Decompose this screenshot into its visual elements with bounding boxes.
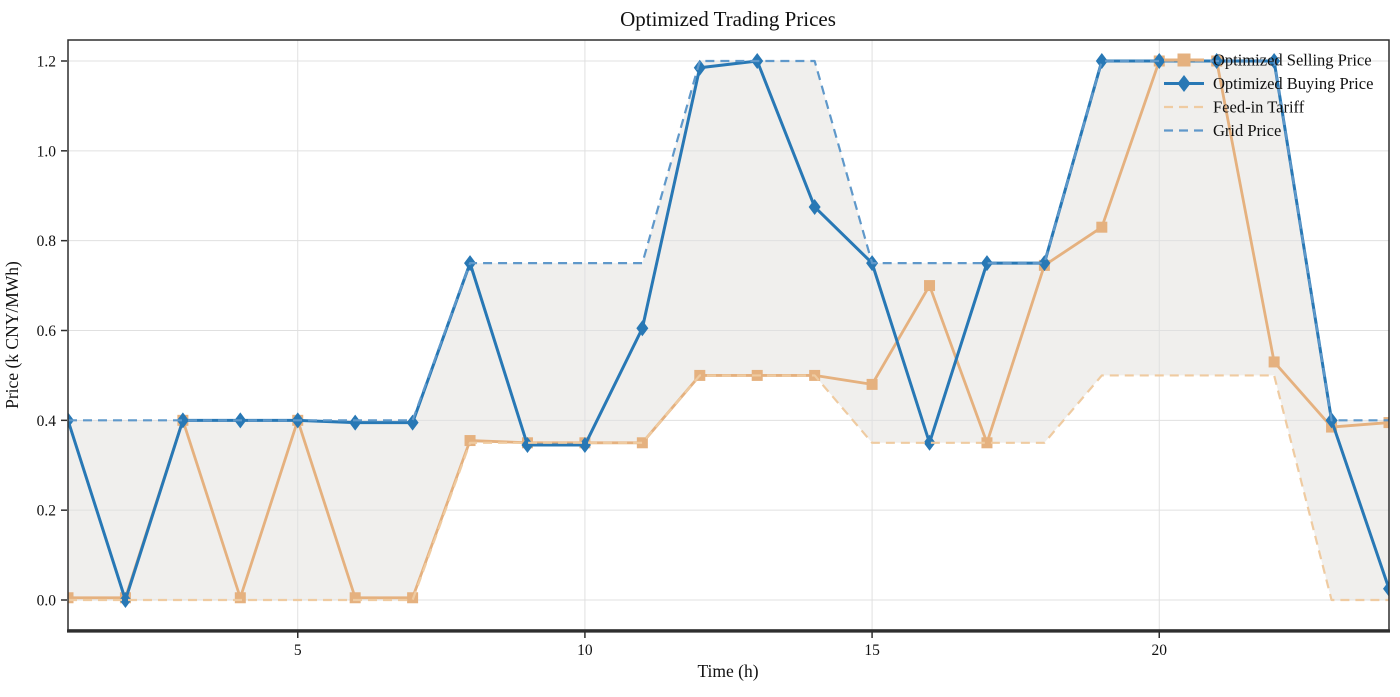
square-marker bbox=[1383, 417, 1389, 429]
diamond-marker bbox=[1153, 52, 1166, 69]
diamond-marker bbox=[1038, 255, 1051, 272]
diamond-marker bbox=[119, 592, 132, 608]
markers-optimized-buying-price bbox=[68, 52, 1389, 608]
square-marker bbox=[981, 437, 993, 449]
series-line-feed-in-tariff bbox=[68, 374, 1389, 602]
y-axis-label: Price (k CNY/MWh) bbox=[2, 261, 22, 409]
y-tick-label: 0.2 bbox=[37, 503, 56, 520]
square-marker bbox=[636, 437, 648, 449]
square-marker bbox=[924, 280, 936, 292]
diamond-marker bbox=[521, 437, 534, 454]
y-tick-label: 0.4 bbox=[37, 413, 57, 430]
diamond-marker bbox=[923, 434, 936, 451]
diamond-marker bbox=[349, 414, 362, 431]
legend-item-optimized-buying-price: Optimized Buying Price bbox=[1164, 74, 1373, 93]
diamond-marker bbox=[1095, 52, 1108, 69]
legend-diamond-marker bbox=[1177, 75, 1191, 92]
legend-label-feed-in-tariff: Feed-in Tariff bbox=[1213, 98, 1305, 117]
x-axis-label: Time (h) bbox=[697, 661, 758, 681]
square-marker bbox=[866, 378, 878, 390]
diamond-marker bbox=[578, 437, 591, 454]
y-tick-label: 0.0 bbox=[37, 593, 57, 610]
legend-item-grid-price: Grid Price bbox=[1164, 121, 1281, 140]
gridlines bbox=[68, 40, 1389, 630]
square-marker bbox=[1268, 356, 1280, 368]
diamond-marker bbox=[808, 198, 821, 215]
legend-square-marker bbox=[1177, 53, 1191, 67]
diamond-marker bbox=[1383, 580, 1389, 597]
legend-label-optimized-selling-price: Optimized Selling Price bbox=[1213, 51, 1372, 70]
square-marker bbox=[464, 435, 476, 447]
x-tick-label: 10 bbox=[577, 642, 593, 659]
legend-label-grid-price: Grid Price bbox=[1213, 121, 1281, 140]
x-tick-label: 5 bbox=[294, 642, 302, 659]
diamond-marker bbox=[176, 412, 189, 429]
x-tick-label: 20 bbox=[1152, 642, 1168, 659]
y-tick-label: 0.8 bbox=[37, 233, 57, 250]
legend: Optimized Selling Price Optimized Buying … bbox=[1164, 51, 1373, 140]
legend-label-optimized-buying-price: Optimized Buying Price bbox=[1213, 74, 1373, 93]
axis-ticks: 5 10 15 20 0.0 0.2 0.4 0.6 0.8 1.0 1.2 bbox=[37, 53, 1168, 659]
plot-area: 5 10 15 20 0.0 0.2 0.4 0.6 0.8 1.0 1.2 bbox=[37, 39, 1390, 659]
diamond-marker bbox=[406, 414, 419, 431]
diamond-marker bbox=[980, 255, 993, 272]
legend-item-feed-in-tariff: Feed-in Tariff bbox=[1164, 98, 1305, 117]
y-tick-label: 1.2 bbox=[37, 53, 56, 70]
y-tick-label: 0.6 bbox=[37, 323, 57, 340]
square-marker bbox=[1096, 221, 1108, 233]
square-marker bbox=[234, 592, 246, 604]
x-tick-label: 15 bbox=[864, 642, 880, 659]
y-tick-label: 1.0 bbox=[37, 143, 57, 160]
diamond-marker bbox=[693, 59, 706, 76]
diamond-marker bbox=[636, 320, 649, 337]
square-marker bbox=[349, 592, 361, 604]
legend-item-optimized-selling-price: Optimized Selling Price bbox=[1164, 51, 1372, 70]
chart-title: Optimized Trading Prices bbox=[620, 7, 836, 31]
square-marker bbox=[68, 592, 74, 604]
